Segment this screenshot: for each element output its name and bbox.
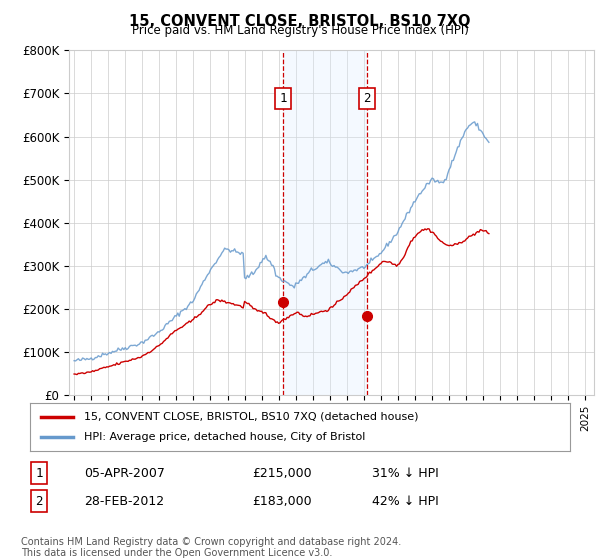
Text: HPI: Average price, detached house, City of Bristol: HPI: Average price, detached house, City… xyxy=(84,432,365,442)
Text: 31% ↓ HPI: 31% ↓ HPI xyxy=(372,466,439,480)
Text: 15, CONVENT CLOSE, BRISTOL, BS10 7XQ: 15, CONVENT CLOSE, BRISTOL, BS10 7XQ xyxy=(129,14,471,29)
Text: 15, CONVENT CLOSE, BRISTOL, BS10 7XQ (detached house): 15, CONVENT CLOSE, BRISTOL, BS10 7XQ (de… xyxy=(84,412,419,422)
Text: Contains HM Land Registry data © Crown copyright and database right 2024.
This d: Contains HM Land Registry data © Crown c… xyxy=(21,536,401,558)
Text: 2: 2 xyxy=(363,92,371,105)
Text: 1: 1 xyxy=(35,466,43,480)
Text: £215,000: £215,000 xyxy=(252,466,311,480)
Text: 05-APR-2007: 05-APR-2007 xyxy=(84,466,165,480)
Text: 1: 1 xyxy=(280,92,287,105)
Bar xyxy=(283,50,367,395)
Text: 2: 2 xyxy=(35,494,43,508)
Text: £183,000: £183,000 xyxy=(252,494,311,508)
Text: 28-FEB-2012: 28-FEB-2012 xyxy=(84,494,164,508)
Text: Price paid vs. HM Land Registry's House Price Index (HPI): Price paid vs. HM Land Registry's House … xyxy=(131,24,469,36)
Text: 42% ↓ HPI: 42% ↓ HPI xyxy=(372,494,439,508)
